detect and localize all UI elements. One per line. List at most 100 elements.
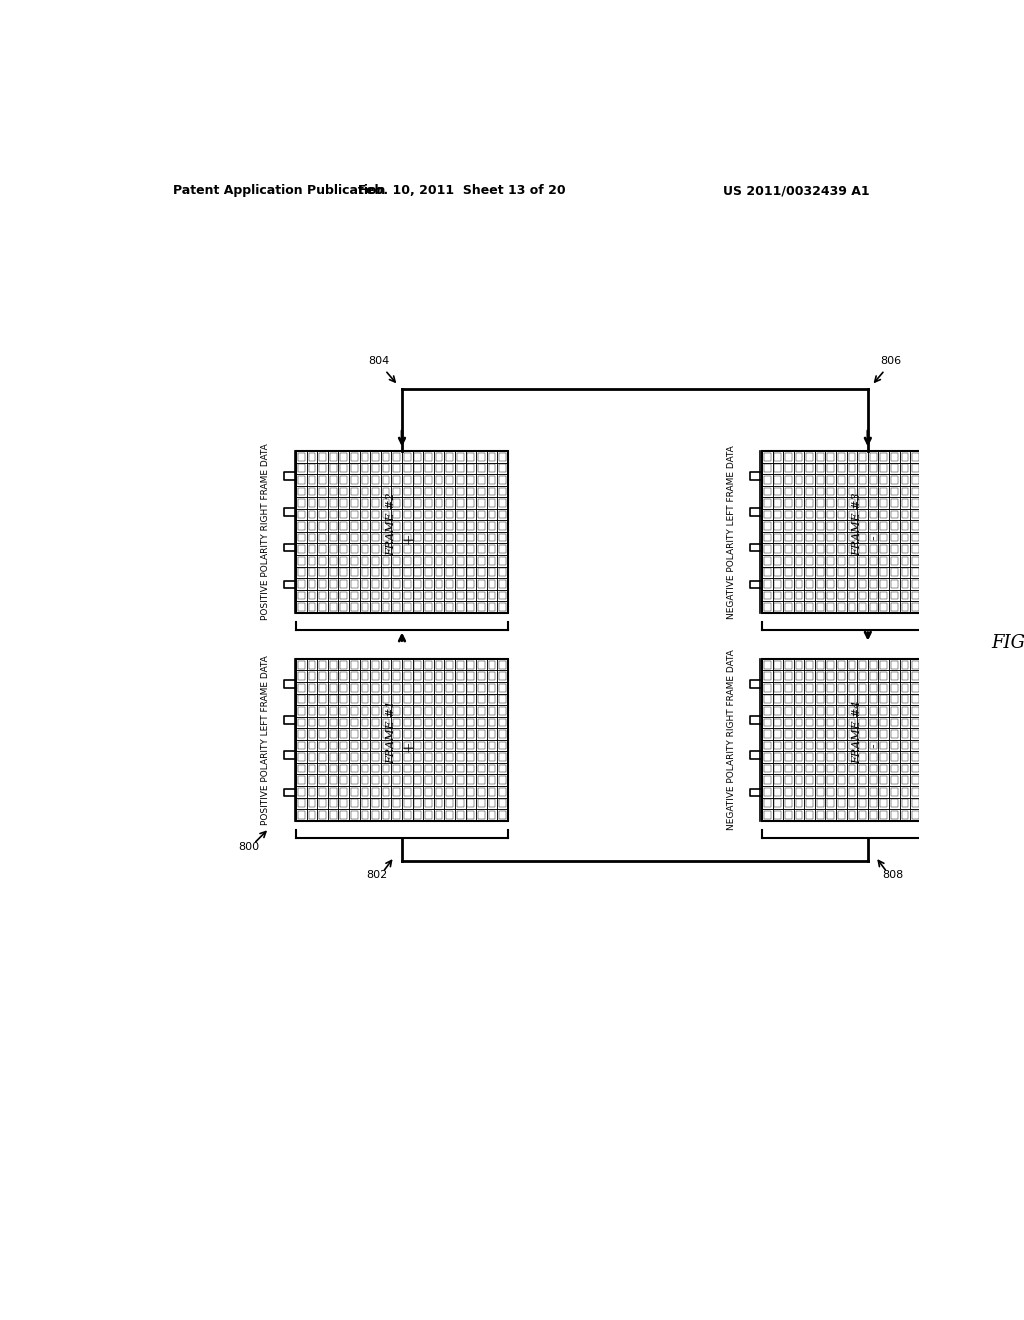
Bar xyxy=(921,544,932,554)
Bar xyxy=(403,591,411,599)
Bar xyxy=(339,462,349,474)
Bar xyxy=(857,451,867,462)
Bar xyxy=(317,590,328,601)
Bar xyxy=(785,545,792,553)
Bar xyxy=(383,465,389,473)
Bar xyxy=(783,486,794,498)
Bar xyxy=(434,451,444,462)
Bar xyxy=(836,601,847,612)
Bar xyxy=(932,775,942,785)
Bar xyxy=(476,682,486,693)
Bar xyxy=(825,544,836,554)
Bar xyxy=(952,729,964,739)
Bar xyxy=(413,682,423,693)
Bar xyxy=(881,487,887,495)
Bar xyxy=(923,465,930,473)
Bar xyxy=(296,671,307,682)
Bar xyxy=(435,754,442,760)
Bar xyxy=(815,520,825,532)
Bar xyxy=(466,775,476,785)
Bar xyxy=(900,785,910,797)
Bar xyxy=(340,523,347,529)
Bar xyxy=(964,508,974,520)
Bar xyxy=(307,520,317,532)
Bar xyxy=(486,462,498,474)
Bar xyxy=(298,810,305,818)
Bar xyxy=(764,477,771,483)
Bar xyxy=(444,659,455,671)
Bar xyxy=(319,742,326,750)
Bar xyxy=(340,708,347,714)
Bar xyxy=(910,785,921,797)
Bar xyxy=(869,465,877,473)
Bar xyxy=(932,751,942,763)
Bar xyxy=(372,696,379,704)
Bar xyxy=(488,776,496,784)
Bar xyxy=(944,800,950,807)
Bar xyxy=(393,742,400,750)
Bar xyxy=(498,797,508,809)
Bar xyxy=(307,601,317,612)
Bar xyxy=(466,498,476,508)
Bar xyxy=(900,486,910,498)
Bar xyxy=(415,754,421,760)
Bar xyxy=(402,498,413,508)
Bar xyxy=(900,729,910,739)
Bar xyxy=(486,751,498,763)
Bar xyxy=(881,511,887,519)
Bar xyxy=(319,672,326,680)
Bar xyxy=(762,474,772,486)
Bar xyxy=(867,520,879,532)
Bar xyxy=(488,800,496,807)
Bar xyxy=(466,601,476,612)
Bar xyxy=(476,809,486,821)
Bar xyxy=(296,462,307,474)
Bar xyxy=(372,579,379,587)
Bar xyxy=(466,693,476,705)
Bar xyxy=(434,682,444,693)
Bar xyxy=(923,557,930,565)
Bar xyxy=(817,742,823,750)
Bar xyxy=(879,693,889,705)
Bar xyxy=(762,751,772,763)
Bar xyxy=(774,764,781,772)
Bar xyxy=(901,742,908,750)
Bar xyxy=(954,579,962,587)
Bar xyxy=(415,453,421,461)
Bar xyxy=(806,661,813,668)
Bar xyxy=(900,601,910,612)
Bar xyxy=(498,590,508,601)
Bar xyxy=(859,742,866,750)
Bar xyxy=(467,591,474,599)
Bar xyxy=(444,532,455,544)
Bar xyxy=(413,578,423,590)
Bar xyxy=(921,578,932,590)
Bar xyxy=(402,729,413,739)
Bar xyxy=(774,511,781,519)
Bar xyxy=(794,785,804,797)
Bar xyxy=(499,730,506,738)
Bar xyxy=(912,730,919,738)
Bar xyxy=(339,693,349,705)
Bar xyxy=(838,684,845,692)
Bar xyxy=(415,718,421,726)
Bar xyxy=(944,730,950,738)
Bar xyxy=(783,763,794,775)
Bar xyxy=(783,451,794,462)
Bar xyxy=(435,487,442,495)
Bar xyxy=(827,730,835,738)
Bar xyxy=(869,511,877,519)
Bar xyxy=(340,511,347,519)
Bar xyxy=(794,474,804,486)
Bar xyxy=(910,671,921,682)
Bar xyxy=(466,705,476,717)
Bar xyxy=(867,671,879,682)
Bar xyxy=(488,661,496,668)
Bar xyxy=(847,474,857,486)
Bar xyxy=(881,754,887,760)
Bar xyxy=(349,498,359,508)
Bar xyxy=(402,751,413,763)
Bar xyxy=(879,601,889,612)
Bar xyxy=(371,451,381,462)
Bar xyxy=(435,708,442,714)
